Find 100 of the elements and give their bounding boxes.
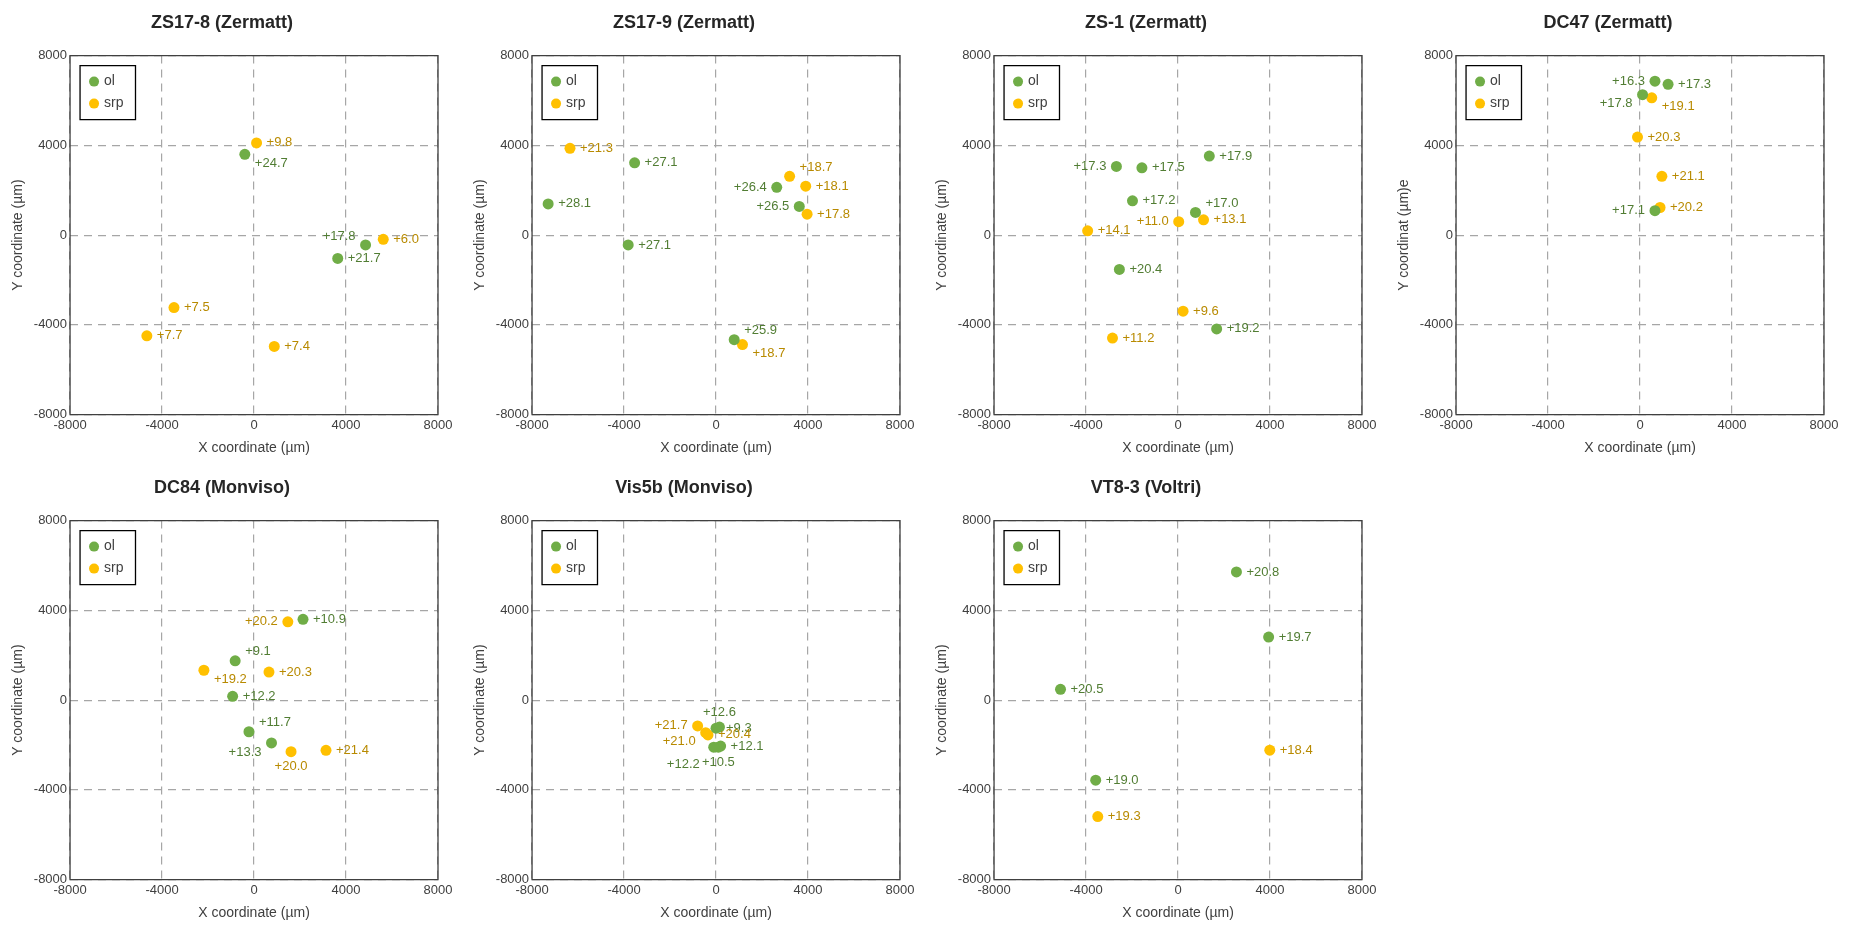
point bbox=[1190, 206, 1201, 218]
point bbox=[268, 340, 280, 352]
point bbox=[1090, 774, 1102, 786]
point bbox=[251, 137, 263, 149]
point bbox=[1136, 162, 1148, 174]
annotation: +12.2 bbox=[242, 687, 276, 703]
annotation: +24.7 bbox=[254, 154, 288, 170]
point bbox=[1106, 332, 1118, 344]
annotation: +20.0 bbox=[274, 758, 308, 774]
x-tick-label: 8000 bbox=[423, 881, 453, 897]
legend-label: ol bbox=[104, 537, 115, 554]
annotation: +20.3 bbox=[278, 663, 312, 679]
legend-label: srp bbox=[104, 559, 124, 576]
annotation: +17.0 bbox=[1205, 195, 1239, 211]
x-tick-label: 8000 bbox=[1347, 416, 1377, 432]
legend-label: ol bbox=[566, 72, 577, 89]
point bbox=[1173, 216, 1185, 228]
x-axis-title: X coordinate (µm) bbox=[660, 904, 772, 921]
x-tick-label: 0 bbox=[250, 416, 258, 432]
y-axis-title: Y coordinate (µm) bbox=[471, 644, 488, 756]
point bbox=[1662, 78, 1674, 90]
point bbox=[243, 726, 255, 738]
annotation: +11.7 bbox=[258, 714, 291, 730]
legend-label: srp bbox=[1490, 94, 1510, 111]
annotation: +27.1 bbox=[644, 154, 678, 170]
legend-label: ol bbox=[1028, 537, 1039, 554]
annotation: +13.3 bbox=[228, 743, 262, 759]
annotation: +17.5 bbox=[1151, 159, 1185, 175]
y-tick-label: 4000 bbox=[500, 136, 530, 152]
annotation: +17.1 bbox=[1612, 202, 1645, 218]
point bbox=[1649, 205, 1661, 217]
annotation: +14.1 bbox=[1097, 222, 1131, 238]
annotation: +6.0 bbox=[393, 230, 419, 246]
annotation: +20.4 bbox=[1129, 261, 1163, 277]
legend-label: ol bbox=[566, 537, 577, 554]
x-tick-label: -4000 bbox=[1069, 416, 1103, 432]
annotation: +11.2 bbox=[1122, 329, 1155, 345]
point bbox=[728, 334, 740, 346]
annotation: +7.7 bbox=[156, 327, 183, 343]
x-tick-label: 8000 bbox=[423, 416, 453, 432]
y-tick-label: -4000 bbox=[495, 316, 530, 332]
annotation: +18.1 bbox=[815, 177, 849, 193]
point bbox=[1637, 89, 1649, 101]
point bbox=[1632, 131, 1643, 143]
annotation: +18.4 bbox=[1279, 741, 1313, 757]
point bbox=[168, 302, 180, 314]
y-tick-label: 8000 bbox=[500, 512, 530, 528]
point bbox=[285, 746, 297, 758]
x-tick-label: 8000 bbox=[885, 416, 915, 432]
annotation: +9.6 bbox=[1193, 302, 1219, 318]
x-axis-title: X coordinate (µm) bbox=[1122, 439, 1234, 456]
annotation: +21.0 bbox=[662, 733, 696, 749]
y-tick-label: 8000 bbox=[38, 512, 68, 528]
y-tick-label: -4000 bbox=[33, 316, 68, 332]
annotation: +9.1 bbox=[245, 643, 271, 659]
annotation: +10.9 bbox=[313, 610, 346, 626]
point bbox=[1230, 566, 1242, 578]
y-tick-label: 0 bbox=[521, 691, 530, 707]
annotation: +10.5 bbox=[701, 753, 735, 769]
annotation: +12.2 bbox=[666, 755, 700, 771]
annotation: +21.3 bbox=[579, 139, 613, 155]
annotation: +19.2 bbox=[213, 670, 247, 686]
annotation: +20.2 bbox=[1670, 199, 1703, 215]
point bbox=[320, 744, 332, 756]
point bbox=[801, 208, 813, 220]
y-tick-label: 8000 bbox=[38, 47, 68, 63]
y-tick-label: -4000 bbox=[495, 781, 530, 797]
x-tick-label: -4000 bbox=[145, 881, 179, 897]
chart-title: Vis5b (Monviso) bbox=[615, 476, 753, 497]
annotation: +13.1 bbox=[1213, 211, 1247, 227]
x-axis-title: X coordinate (µm) bbox=[198, 439, 310, 456]
annotation: +21.4 bbox=[336, 741, 369, 757]
x-tick-label: -4000 bbox=[607, 416, 641, 432]
point bbox=[542, 198, 554, 210]
annotation: +20.8 bbox=[1246, 563, 1280, 579]
annotation: +28.1 bbox=[558, 195, 592, 211]
annotation: +26.5 bbox=[756, 197, 790, 213]
y-tick-label: 0 bbox=[1445, 226, 1454, 242]
y-tick-label: 8000 bbox=[500, 47, 530, 63]
x-tick-label: 8000 bbox=[885, 881, 915, 897]
x-axis-title: X coordinate (µm) bbox=[1584, 439, 1696, 456]
y-tick-label: 8000 bbox=[1424, 47, 1454, 63]
y-tick-label: 0 bbox=[521, 226, 530, 242]
annotation: +20.3 bbox=[1647, 128, 1681, 144]
point bbox=[1110, 160, 1122, 172]
point bbox=[266, 737, 277, 749]
point bbox=[1113, 263, 1125, 275]
annotation: +20.5 bbox=[1070, 680, 1104, 696]
annotation: +9.8 bbox=[266, 134, 293, 150]
annotation: +11.0 bbox=[1136, 213, 1169, 229]
annotation: +21.7 bbox=[347, 250, 381, 266]
annotation: +16.3 bbox=[1612, 72, 1645, 88]
point bbox=[1646, 92, 1658, 104]
point bbox=[282, 616, 294, 628]
y-tick-label: 0 bbox=[59, 691, 68, 707]
x-tick-label: 4000 bbox=[331, 881, 361, 897]
point bbox=[800, 180, 812, 192]
y-axis-title: Y coordinate (µm) bbox=[9, 179, 26, 291]
x-tick-label: 0 bbox=[250, 881, 258, 897]
point bbox=[793, 200, 805, 212]
